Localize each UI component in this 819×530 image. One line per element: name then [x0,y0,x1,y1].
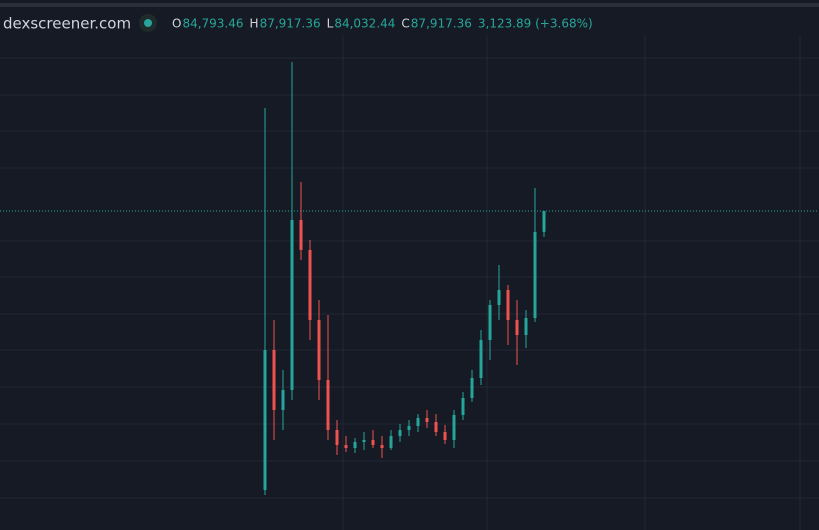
grid [0,35,819,530]
candle-body [362,440,366,442]
candle-body [290,220,294,390]
ohlc-label: L [327,17,334,31]
candle-body [416,418,420,426]
site-name: dexscreener.com [3,15,131,33]
candle-body [452,415,456,440]
candle-body [506,290,510,320]
candle-body [533,232,537,318]
candle-body [272,350,276,410]
plot [0,62,819,495]
candle-body [263,350,267,490]
candle-body [389,436,393,448]
candle-body [398,430,402,436]
candle-body [281,390,285,410]
candle-body [461,398,465,415]
candle-body [515,320,519,335]
candle-body [479,340,483,378]
candle-body [497,290,501,305]
candle-body [317,320,321,380]
candle-body [299,220,303,250]
candle-body [434,422,438,432]
ohlc-label: O [172,17,181,31]
ohlc-legend: O 84,793.46 H 87,917.36 L 84,032.44 C 87,917.36 [172,17,472,31]
candle-body [371,440,375,445]
ohlc-value: 84,793.46 [182,17,243,31]
candle-body [353,442,357,448]
candle-body [524,318,528,335]
ohlc-value: 87,917.36 [411,17,472,31]
top-bar [0,3,819,7]
ohlc-value: 87,917.36 [260,17,321,31]
ohlc-label: C [401,17,409,31]
change: 3,123.89 (+3.68%) [478,17,593,31]
candle-body [407,426,411,430]
candle-body [380,445,384,448]
status-dot [144,19,152,27]
candle-body [308,250,312,320]
ohlc-label: H [250,17,259,31]
candle-body [443,432,447,440]
candle-body [488,305,492,340]
candle-body [470,378,474,398]
candle-body [326,380,330,430]
candle-body [425,418,429,422]
ohlc-value: 84,032.44 [334,17,395,31]
candle-body [335,430,339,445]
candle-body [542,210,546,232]
candle-body [344,445,348,448]
